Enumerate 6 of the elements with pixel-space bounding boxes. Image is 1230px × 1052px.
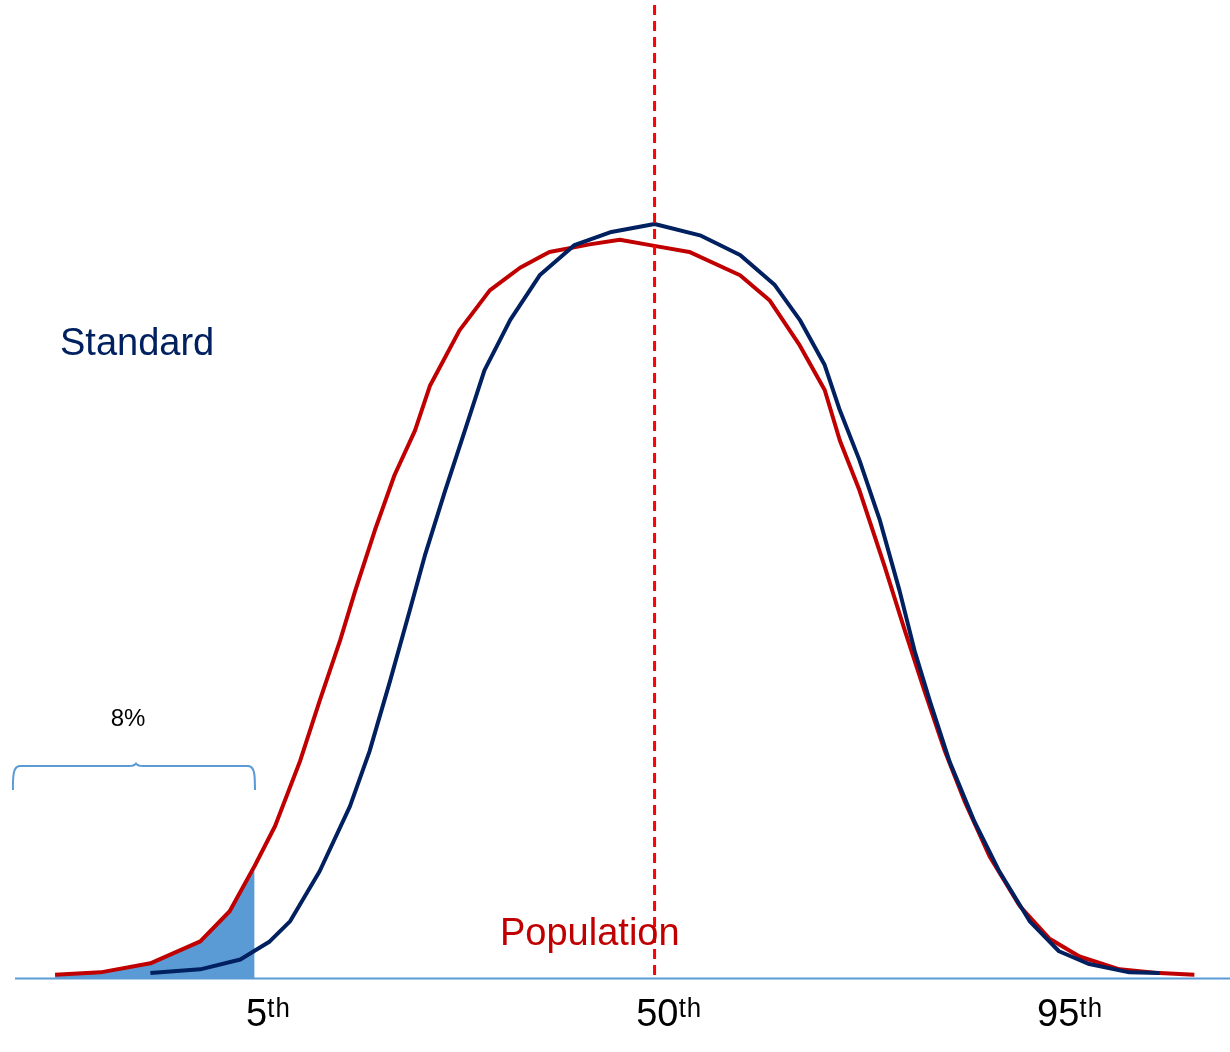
x-tick-label: 5ᵗʰ <box>245 991 291 1034</box>
x-tick-label: 95ᵗʰ <box>1037 991 1103 1034</box>
text: Population <box>500 911 680 953</box>
text: Standard <box>60 321 215 363</box>
annotation: 8% <box>110 704 146 731</box>
x-tick-label: 50ᵗʰ <box>636 991 702 1034</box>
